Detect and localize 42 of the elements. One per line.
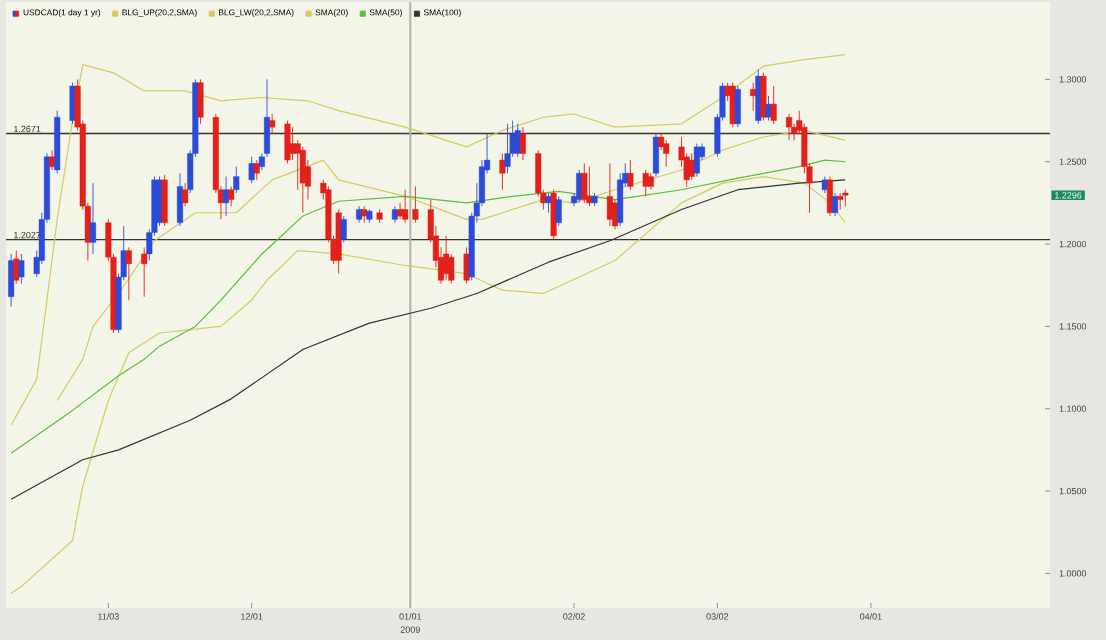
candlestick xyxy=(555,195,562,227)
candlestick xyxy=(269,113,276,135)
candlestick xyxy=(443,235,450,281)
candlestick xyxy=(729,82,736,128)
candlestick xyxy=(253,159,260,181)
candlestick xyxy=(750,82,757,112)
candlestick xyxy=(652,133,659,177)
candlestick xyxy=(463,246,470,285)
candlestick xyxy=(397,202,404,220)
candlestick xyxy=(89,182,97,255)
candlestick xyxy=(499,153,506,191)
candlestick xyxy=(340,215,347,243)
candlestick xyxy=(182,182,189,207)
candlestick xyxy=(176,172,184,227)
candlestick xyxy=(141,246,148,298)
candlestick xyxy=(18,253,25,285)
candlestick xyxy=(786,113,793,141)
candlestick xyxy=(197,78,204,125)
candlestick xyxy=(223,176,230,217)
candlestick xyxy=(228,185,235,207)
candlestick xyxy=(606,162,613,227)
candlestick xyxy=(299,146,306,214)
line-series xyxy=(10,54,846,426)
candlestick xyxy=(233,166,240,194)
candlestick xyxy=(663,139,670,168)
candlestick xyxy=(545,192,552,214)
candlestick xyxy=(760,72,767,121)
candlestick xyxy=(642,169,649,197)
candlestick xyxy=(734,85,741,128)
candlestick xyxy=(161,174,168,227)
candlestick xyxy=(504,123,511,174)
candlestick xyxy=(248,156,255,184)
candlestick xyxy=(8,253,15,308)
candlestick xyxy=(627,159,634,191)
candlestick xyxy=(581,162,588,204)
candlestick xyxy=(125,246,132,301)
candlestick xyxy=(770,85,777,125)
candlestick xyxy=(519,126,526,161)
candlestick xyxy=(765,95,772,121)
candlestick xyxy=(693,143,700,177)
candlestick xyxy=(284,120,291,164)
candlestick xyxy=(688,153,695,181)
